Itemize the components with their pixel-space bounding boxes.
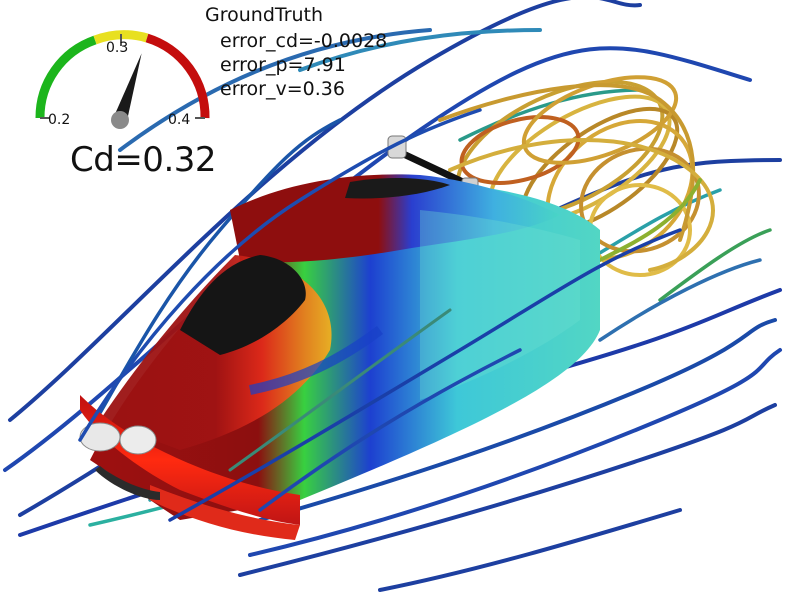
streamline — [598, 258, 762, 342]
error-cd-label: error_cd=-0.0028 — [220, 30, 388, 52]
vortex-tube — [598, 178, 702, 262]
legend-title: GroundTruth — [205, 4, 324, 26]
vortex-tube — [448, 138, 715, 272]
gauge-hub — [111, 111, 129, 129]
streamline — [228, 308, 452, 472]
headlight-right — [119, 425, 157, 455]
gauge-needle — [113, 53, 142, 123]
error-p-label: error_p=7.91 — [220, 54, 346, 76]
gauge-tick-mid: 0.3 — [106, 40, 129, 56]
vortex-tube — [438, 83, 696, 242]
streamline — [168, 228, 682, 522]
cd-gauge — [35, 30, 210, 129]
grille — [95, 466, 160, 500]
streamline — [118, 28, 432, 152]
streamline — [658, 228, 772, 302]
streamline — [248, 348, 782, 557]
body-highlight — [420, 210, 580, 400]
gauge-tick-max: 0.4 — [168, 112, 191, 128]
streamline — [258, 348, 522, 512]
gauge-arc-high — [145, 33, 210, 119]
accent-stripe — [249, 325, 383, 395]
streamline — [298, 28, 542, 72]
streamline — [378, 508, 682, 592]
cd-readout: Cd=0.32 — [70, 140, 217, 180]
streamline — [8, 0, 642, 422]
car-body — [79, 174, 600, 540]
error-v-label: error_v=0.36 — [220, 78, 345, 100]
windshield — [180, 255, 306, 355]
car-front — [80, 395, 300, 525]
car-roof — [230, 174, 560, 263]
streamline — [258, 318, 777, 522]
rear-window — [345, 178, 450, 199]
wake-vortex — [438, 75, 715, 277]
streamline — [458, 88, 642, 142]
streamline — [238, 403, 777, 577]
gauge-tick-min: 0.2 — [48, 112, 71, 128]
gauge-arc-low — [35, 35, 97, 119]
streamline — [78, 108, 482, 442]
car-front-lower — [150, 485, 300, 540]
streamlines-foreground — [78, 108, 682, 522]
